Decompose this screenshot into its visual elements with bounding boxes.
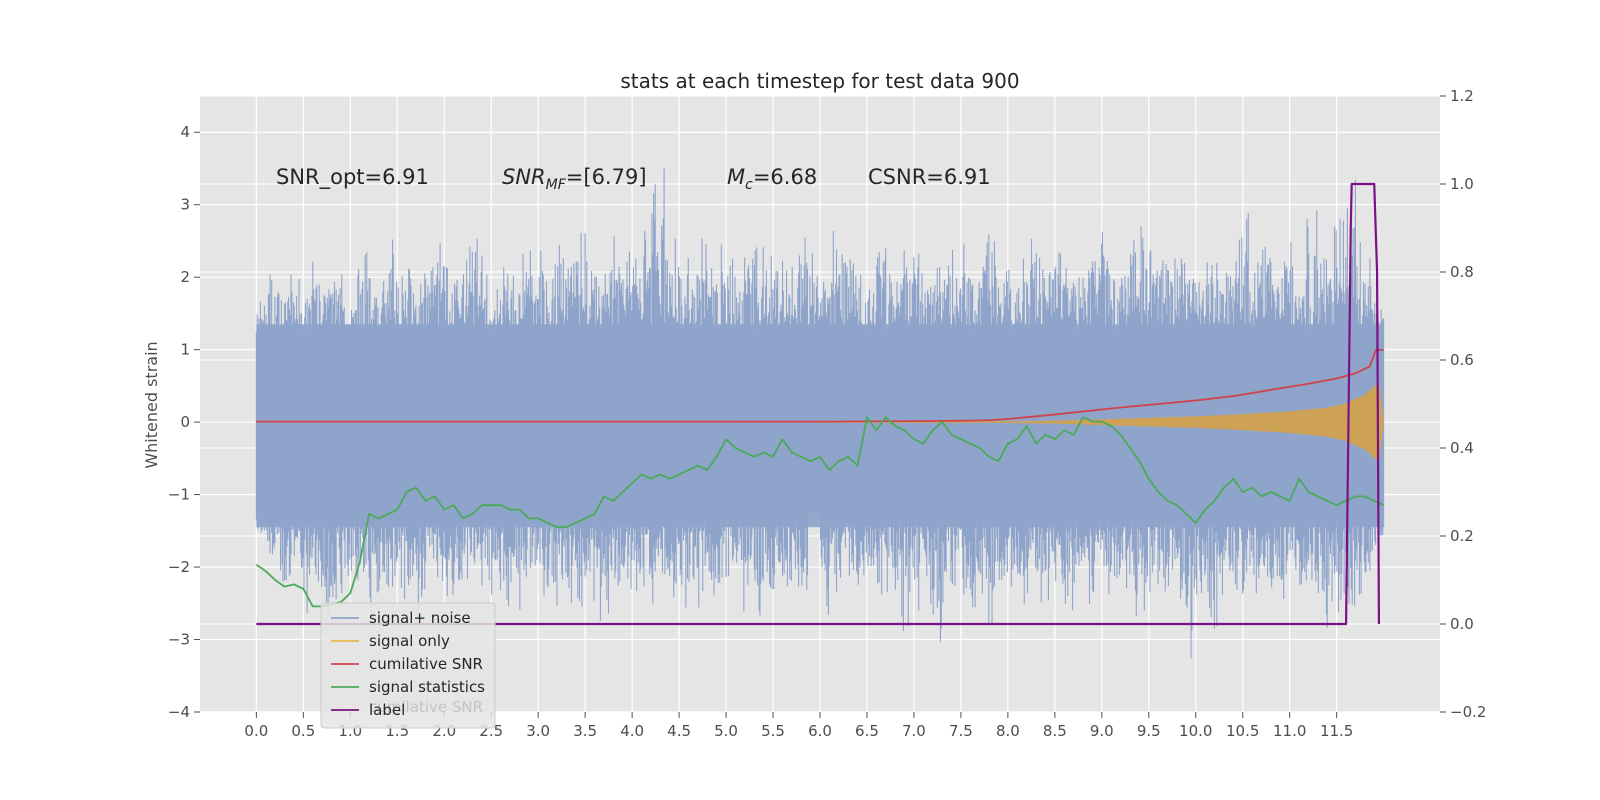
x-tick-label: 9.0 bbox=[1090, 722, 1114, 740]
x-tick-label: 11.5 bbox=[1320, 722, 1353, 740]
x-tick-label: 10.5 bbox=[1226, 722, 1259, 740]
legend-label: label bbox=[369, 701, 405, 719]
y2-tick-label: 0.4 bbox=[1450, 439, 1474, 457]
y2-tick-label: 0.6 bbox=[1450, 351, 1474, 369]
legend-label: signal statistics bbox=[369, 678, 485, 696]
y2-tick-label: 0.0 bbox=[1450, 615, 1474, 633]
annotation-chirp-mass: Mc=6.68 bbox=[727, 165, 817, 193]
annotation-chirp-mass-base: M bbox=[727, 165, 745, 189]
signal-statistics-line bbox=[255, 416, 1385, 608]
x-tick-label: 8.0 bbox=[996, 722, 1020, 740]
x-tick-label: 7.5 bbox=[949, 722, 973, 740]
y-tick-label: 1 bbox=[180, 341, 190, 359]
annotation-snr-opt: SNR_opt=6.91 bbox=[276, 165, 429, 190]
annotation-snr-mf-base: SNR bbox=[502, 165, 546, 189]
y-tick-label: 2 bbox=[180, 268, 190, 286]
x-tick-label: 10.0 bbox=[1179, 722, 1212, 740]
legend-label: cumilative SNR bbox=[369, 655, 483, 673]
y-tick-label: −1 bbox=[168, 486, 190, 504]
x-tick-label: 3.0 bbox=[526, 722, 550, 740]
annotations: SNR_opt=6.91 SNRMF=[6.79] Mc=6.68 CSNR=6… bbox=[276, 165, 991, 193]
y-tick-label: 4 bbox=[180, 123, 190, 141]
y-tick-label: 3 bbox=[180, 196, 190, 214]
y2-tick-label: −0.2 bbox=[1450, 703, 1486, 721]
x-tick-label: 8.5 bbox=[1043, 722, 1067, 740]
label-line bbox=[256, 182, 1381, 626]
legend-box bbox=[320, 602, 496, 729]
y2-tick-label: 0.2 bbox=[1450, 527, 1474, 545]
y2-tick-label: 0.8 bbox=[1450, 263, 1474, 281]
x-tick-label: 5.5 bbox=[761, 722, 785, 740]
x-tick-label: 0.5 bbox=[291, 722, 315, 740]
legend-ghost-text: cumilative SNR bbox=[369, 698, 483, 716]
annotation-chirp-mass-sub: c bbox=[745, 177, 753, 193]
y-tick-label: 0 bbox=[180, 413, 190, 431]
y-tick-label: −2 bbox=[168, 558, 190, 576]
legend-label: signal+ noise bbox=[369, 609, 471, 627]
annotation-snr-mf-sub: MF bbox=[546, 177, 567, 193]
line-series bbox=[255, 182, 1385, 626]
x-tick-label: 4.5 bbox=[667, 722, 691, 740]
signal-noise-trace bbox=[255, 167, 1385, 659]
y-tick-label: −4 bbox=[168, 703, 190, 721]
x-tick-label: 7.0 bbox=[902, 722, 926, 740]
axes: 0.0 0.5 1.0 1.5 2.0 2.5 3.0 3.5 4.0 4.5 5.0 5.5 6.0 6… bbox=[168, 87, 1487, 740]
chart-title: stats at each timestep for test data 900 bbox=[620, 69, 1019, 93]
legend-label: signal only bbox=[369, 632, 450, 650]
x-tick-label: 0.0 bbox=[244, 722, 268, 740]
x-tick-label: 6.5 bbox=[855, 722, 879, 740]
legend: cumilative SNR signal+ noise signal only cu… bbox=[320, 602, 496, 729]
annotation-chirp-mass-value: =6.68 bbox=[753, 165, 817, 189]
annotation-csnr: CSNR=6.91 bbox=[868, 165, 991, 189]
x-tick-label: 5.0 bbox=[714, 722, 738, 740]
y-tick-label: −3 bbox=[168, 631, 190, 649]
annotation-snr-mf-value: =[6.79] bbox=[566, 165, 647, 189]
y-axis-label: Whitened strain bbox=[142, 341, 161, 468]
x-tick-label: 9.5 bbox=[1137, 722, 1161, 740]
x-tick-label: 4.0 bbox=[620, 722, 644, 740]
y2-tick-label: 1.0 bbox=[1450, 175, 1474, 193]
x-tick-label: 6.0 bbox=[808, 722, 832, 740]
y2-tick-label: 1.2 bbox=[1450, 87, 1474, 105]
x-tick-label: 11.0 bbox=[1273, 722, 1306, 740]
x-tick-label: 3.5 bbox=[573, 722, 597, 740]
annotation-snr-mf: SNRMF=[6.79] bbox=[502, 165, 647, 193]
